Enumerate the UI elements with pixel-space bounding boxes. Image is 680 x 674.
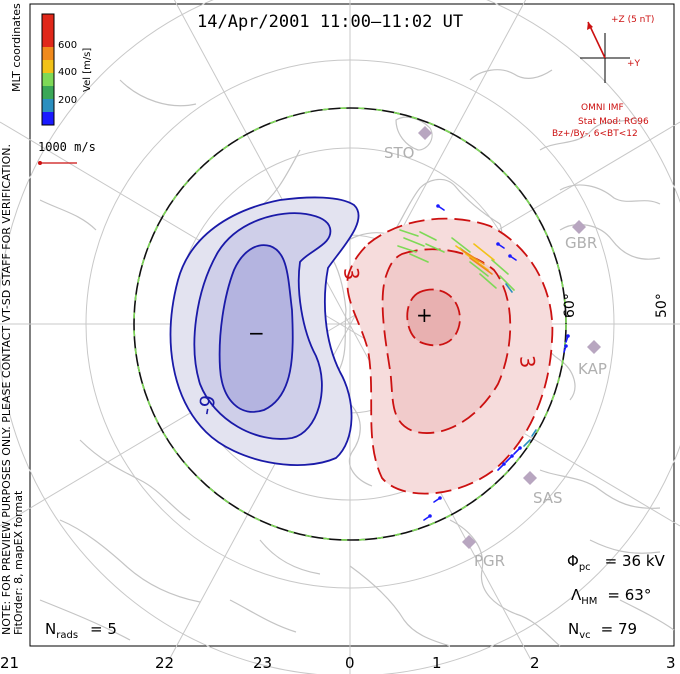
mlt-tick-3: 3	[666, 654, 676, 672]
positive-potential-cell	[346, 217, 554, 495]
mlt-tick-22: 22	[155, 654, 174, 672]
colorbar-swatch-4	[42, 73, 54, 86]
fit-order-note: FitOrder: 8, mapEX format	[12, 490, 25, 635]
contour-label-positive-a: 3	[339, 266, 364, 281]
colorbar-swatch-7	[42, 14, 54, 47]
mlt-tick-0: 0	[345, 654, 355, 672]
mlt-tick-21: 21	[0, 654, 19, 672]
mlt-tick-2: 2	[530, 654, 540, 672]
hm-boundary-vectors	[133, 107, 567, 541]
radar-site-kap	[587, 340, 601, 354]
colorbar-tick-600: 600	[58, 40, 77, 51]
preview-disclaimer: NOTE: FOR PREVIEW PURPOSES ONLY. PLEASE …	[0, 144, 13, 635]
station-label-sto: STO	[384, 144, 415, 162]
radar-site-gbr	[572, 220, 586, 234]
statistical-model: Stat Mod: RG96	[578, 117, 649, 127]
vector-count: Nvc = 79	[568, 620, 637, 641]
colorbar-swatch-5	[42, 60, 54, 73]
colorbar-tick-400: 400	[58, 67, 77, 78]
fit-statistics: Φpc = 36 kV ΛHM = 63° Nvc = 79 Nrads = 5	[45, 552, 666, 641]
colorbar-swatch-6	[42, 47, 54, 60]
station-label-pgr: PGR	[474, 552, 505, 570]
latitude-label-50: 50°	[654, 293, 670, 318]
imf-z-label: +Z (5 nT)	[611, 15, 654, 25]
colorbar-swatch-1	[42, 112, 54, 125]
latitude-label-60: 60°	[562, 293, 578, 318]
potential-minimum-marker: −	[248, 321, 265, 345]
coordinate-system-note: MLT coordinates	[10, 3, 23, 92]
mlt-tick-23: 23	[253, 654, 272, 672]
contour-label-negative: -9	[193, 393, 220, 417]
potential-maximum-marker: +	[416, 303, 433, 327]
imf-source: OMNI IMF	[581, 103, 624, 113]
map-title: 14/Apr/2001 11:00–11:02 UT	[197, 12, 463, 32]
model-conditions: Bz+/By-, 6<BT<12	[552, 129, 638, 139]
reference-vector-label: 1000 m/s	[38, 140, 96, 154]
negative-potential-cell	[169, 196, 360, 467]
imf-dial: +Z (5 nT) +Y OMNI IMF Stat Mod: RG96 Bz+…	[552, 15, 654, 139]
coastlines	[39, 69, 675, 647]
velocity-vectors	[397, 205, 569, 521]
radar-site-sto	[418, 126, 432, 140]
vector-group-orange	[461, 249, 493, 275]
radar-sites	[418, 126, 601, 549]
radar-site-pgr	[462, 535, 476, 549]
imf-y-label: +Y	[627, 59, 641, 69]
reference-vector: 1000 m/s	[38, 140, 96, 165]
colorbar-swatch-3	[42, 86, 54, 99]
mlt-axis: 21 22 23 0 1 2 3	[0, 654, 676, 672]
mlt-tick-1: 1	[432, 654, 442, 672]
vector-group-teal	[505, 283, 537, 447]
colorbar-swatch-2	[42, 99, 54, 112]
colorbar-label: Vel [m/s]	[82, 48, 93, 92]
station-label-gbr: GBR	[565, 234, 597, 252]
contour-label-positive-b: 3	[515, 354, 540, 369]
plot-frame	[29, 3, 675, 647]
radar-site-sas	[523, 471, 537, 485]
station-label-sas: SAS	[533, 489, 563, 507]
cross-polar-potential: Φpc = 36 kV	[567, 552, 666, 573]
vector-origin-dots	[428, 204, 570, 518]
imf-vector-arrowhead	[587, 22, 593, 30]
station-label-kap: KAP	[578, 360, 607, 378]
hm-latitude: ΛHM = 63°	[571, 586, 651, 607]
velocity-colorbar: 200 400 600 Vel [m/s]	[41, 13, 93, 126]
radar-count: Nrads = 5	[45, 620, 117, 641]
colorbar-tick-200: 200	[58, 95, 77, 106]
